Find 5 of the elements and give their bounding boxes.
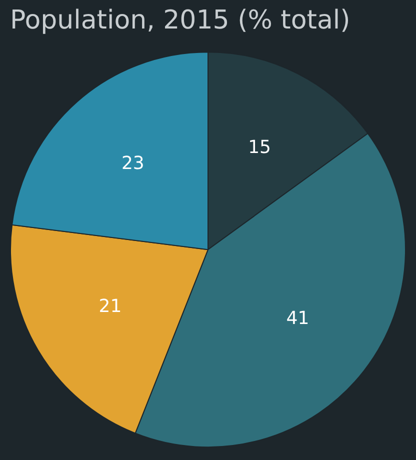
data-label: 15 (248, 137, 272, 158)
chart-title: Population, 2015 (% total) (10, 5, 350, 36)
data-label: 41 (286, 308, 310, 329)
data-label: 21 (98, 296, 122, 318)
data-label: 23 (121, 153, 144, 174)
